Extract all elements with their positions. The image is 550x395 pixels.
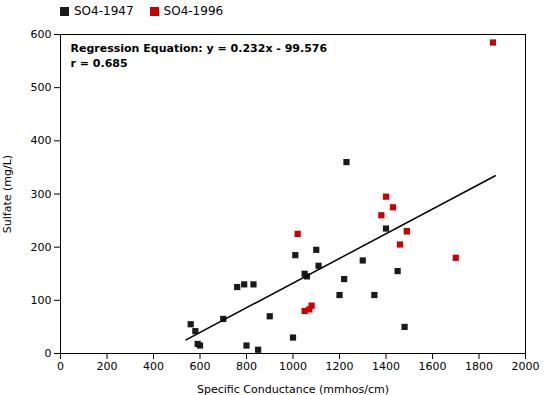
svg-text:100: 100: [31, 294, 52, 307]
svg-text:1000: 1000: [279, 360, 307, 373]
html-text:SO4-1947: SO4-1947: [74, 4, 134, 18]
svg-text:400: 400: [31, 134, 52, 147]
svg-text:1200: 1200: [326, 360, 354, 373]
svg-text:0: 0: [57, 360, 64, 373]
html-text:SO4-1996: SO4-1996: [163, 4, 224, 18]
svg-text:1400: 1400: [372, 360, 400, 373]
svg-text:r = 0.685: r = 0.685: [71, 57, 128, 70]
svg-text:500: 500: [31, 81, 52, 94]
svg-text:300: 300: [31, 188, 52, 201]
svg-text:Sulfate (mg/L): Sulfate (mg/L): [1, 155, 14, 233]
svg-text:800: 800: [236, 360, 257, 373]
svg-text:Regression Equation: y = 0.232: Regression Equation: y = 0.232x - 99.576: [71, 42, 328, 55]
svg-text:400: 400: [143, 360, 164, 373]
svg-text:600: 600: [190, 360, 211, 373]
svg-text:2000: 2000: [512, 360, 540, 373]
svg-text:200: 200: [97, 360, 118, 373]
svg-text:Specific Conductance (mmhos/cm: Specific Conductance (mmhos/cm): [197, 383, 389, 395]
svg-text:1800: 1800: [465, 360, 493, 373]
svg-text:0: 0: [45, 347, 52, 360]
svg-text:200: 200: [31, 241, 52, 254]
svg-text:600: 600: [31, 28, 52, 41]
svg-text:1600: 1600: [419, 360, 447, 373]
